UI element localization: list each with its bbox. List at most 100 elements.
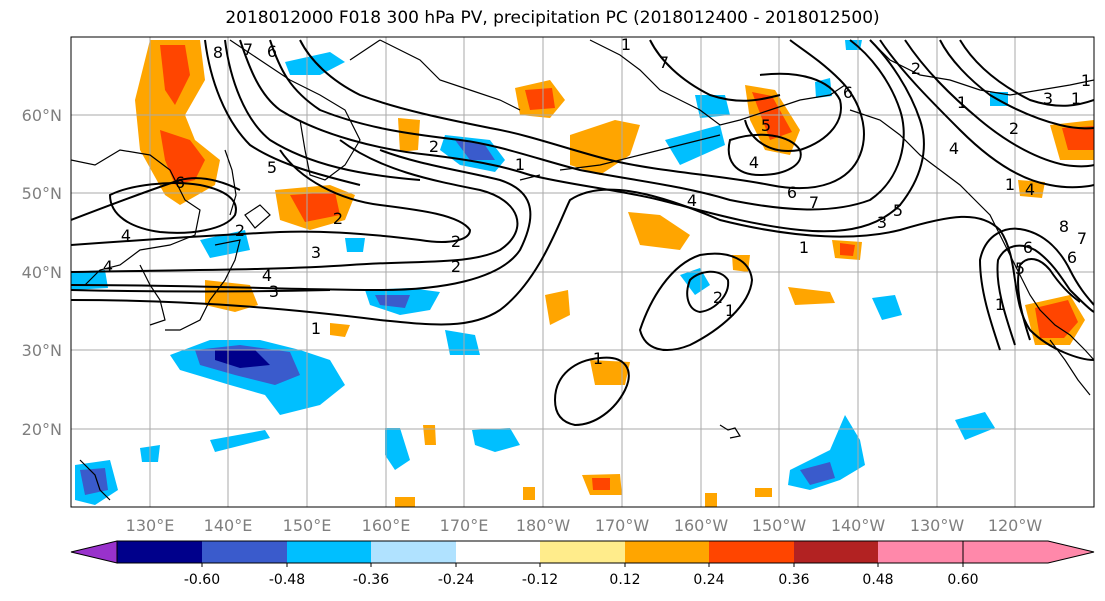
precip-anomaly-positive [628,212,690,250]
pv-contour-label: 2 [451,257,461,276]
latitude-labels: 60°N 50°N 40°N 30°N 20°N [22,106,62,439]
precip-anomaly-positive [523,487,535,500]
pv-contour-label: 5 [1015,259,1025,278]
pv-contour-label: 6 [175,173,185,192]
pv-contour [71,139,519,273]
precip-anomaly-positive [330,323,350,337]
pv-contour-label: 1 [515,155,525,174]
lon-label: 170°E [440,516,489,535]
pv-contour-label: 2 [1009,119,1019,138]
lat-label: 30°N [22,341,62,360]
colorbar-extend-min [70,540,118,564]
precip-anomaly-negative [210,430,270,452]
colorbar-segment [625,541,709,563]
pv-contours [71,39,1094,427]
pv-contour-label: 4 [121,226,131,245]
coastline-na-west [849,109,1094,361]
precip-anomaly-strong-positive [160,45,190,105]
precip-anomaly-negative [955,412,995,440]
precip-anomaly-positive [705,493,717,507]
precip-anomaly-very-strong-negative [215,350,270,368]
pv-contour-label: 1 [1071,89,1081,108]
coastline-alaska [589,39,846,126]
colorbar-tick-label: 0.48 [862,572,893,588]
colorbar-segment [540,541,625,563]
pv-contour-label: 5 [893,201,903,220]
pv-contour [978,227,1094,351]
pv-contour-label: 2 [911,59,921,78]
pv-contour [879,39,1094,189]
precip-anomaly-negative [285,52,345,75]
pv-contour [996,244,1094,346]
lat-label: 60°N [22,106,62,125]
pv-contour [71,177,241,221]
coastline-philippines [79,459,111,501]
pv-contour [224,39,421,181]
pv-contour-label: 4 [1025,180,1035,199]
colorbar-segment [371,541,456,563]
colorbar-tick-label: -0.60 [184,572,220,588]
pv-contour-label: 3 [1043,89,1053,108]
colorbar-tick-labels: -0.60 -0.48 -0.36 -0.24 -0.12 0.12 0.24 … [184,572,979,588]
pv-contour [204,39,361,186]
pv-contour-labels: 8 7 6 5 6 4 4 4 3 3 2 2 2 1 1 2 1 1 1 2 … [103,35,1091,368]
pv-contour-label: 4 [262,266,272,285]
precip-anomaly-strong-positive [752,92,792,140]
pv-contour [299,39,865,190]
pv-contour-label: 7 [1077,229,1087,248]
pv-contour-label: 1 [995,295,1005,314]
colorbar-tick-label: 0.24 [693,572,724,588]
pv-contour-label: 7 [809,193,819,212]
pv-contour-label: 6 [843,83,853,102]
coastline-siberia [229,39,521,111]
pv-contour [71,149,472,246]
lon-label: 180°W [516,516,571,535]
pv-contour [727,133,802,177]
pv-contour-label: 1 [621,35,631,54]
pv-contour-label: 1 [1005,175,1015,194]
pv-contour-label: 6 [787,183,797,202]
colorbar-tick-label: 0.36 [778,572,809,588]
colorbar-segment [878,541,963,563]
precip-negative-fills [71,40,1008,505]
precip-anomaly-negative [472,428,520,452]
pv-contour-label: 4 [749,153,759,172]
pv-contour [553,356,630,427]
lat-label: 50°N [22,184,62,203]
precip-anomaly-positive [395,497,415,507]
colorbar-segment [117,541,202,563]
pv-contour [71,149,532,292]
pv-contour-label: 6 [267,42,277,61]
pv-contour-label: 3 [311,243,321,262]
pv-contour-label: 6 [1067,248,1077,267]
precip-anomaly-strong-positive [1062,126,1094,150]
coastline-japan [165,239,241,331]
coastline-hokkaido [244,204,271,229]
precip-anomaly-positive [755,488,772,497]
precip-anomaly-strong-negative [80,468,108,495]
pv-contour-label: 8 [213,43,223,62]
colorbar-ticks [201,563,964,567]
precip-positive-fills [135,40,1094,507]
map-title: 2018012000 F018 300 hPa PV, precipitatio… [225,8,880,28]
colorbar-extend-max [962,540,1095,564]
pv-contour-label: 7 [243,40,253,59]
pv-contour-label: 2 [235,221,245,240]
precip-anomaly-negative [445,330,480,355]
lon-label: 170°W [595,516,650,535]
precip-anomaly-negative [815,78,832,98]
coastline-korea [139,264,166,326]
precip-anomaly-negative [385,428,410,470]
colorbar-segment [456,541,540,563]
lon-label: 150°E [283,516,332,535]
coastline-hawaii [719,424,741,439]
lon-label: 130°E [126,516,175,535]
pv-contour-label: 1 [593,349,603,368]
lon-label: 120°W [988,516,1043,535]
colorbar-tick-label: -0.48 [269,572,305,588]
lon-label: 130°W [910,516,965,535]
colorbar-segment [794,541,878,563]
pv-contour [71,289,331,293]
pv-contour [686,270,730,314]
